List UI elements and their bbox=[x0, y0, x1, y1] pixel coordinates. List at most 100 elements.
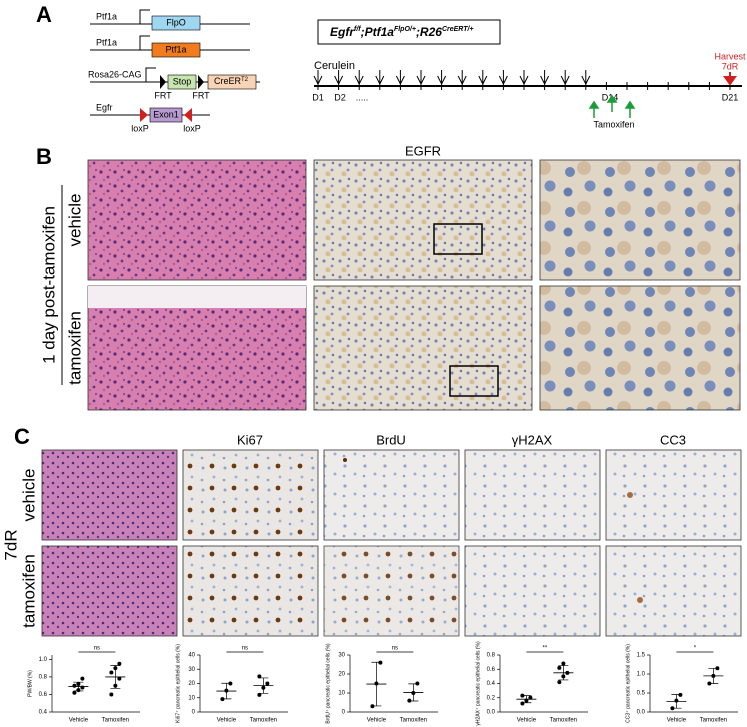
genotype-sup: FlpO/+ bbox=[394, 26, 416, 33]
exon-box bbox=[149, 107, 183, 123]
plots: 0.4 0.6 0.8 1.0 PW/BW (%) Vehicle Tamoxifen ns 0… bbox=[27, 641, 738, 726]
superscript: T2 bbox=[241, 77, 249, 83]
x-tick-label: Tamoxifen bbox=[102, 718, 129, 724]
data-point bbox=[378, 660, 383, 665]
site-label: FRT bbox=[154, 90, 172, 100]
y-axis-label: Ki67⁺ pancreatic epithelial cells (%) bbox=[175, 644, 181, 723]
data-point bbox=[117, 676, 122, 681]
tamoxifen-arrows bbox=[588, 94, 636, 118]
row-label: tamoxifen bbox=[19, 554, 38, 628]
data-point bbox=[72, 683, 77, 688]
genotype-box bbox=[317, 19, 501, 45]
data-point bbox=[109, 692, 114, 697]
cerulein-arrow bbox=[416, 70, 426, 86]
y-tick-label: 30 bbox=[188, 667, 195, 673]
y-tick-label: 0.0 bbox=[637, 710, 646, 716]
construct-box bbox=[151, 42, 201, 58]
y-tick-label: 10 bbox=[188, 695, 195, 701]
construct-box bbox=[207, 74, 257, 90]
y-axis-label: CC3⁺ pancreatic epithelial cells (%) bbox=[625, 644, 631, 723]
histology-c bbox=[41, 449, 742, 637]
x-tick-label: Tamoxifen bbox=[250, 718, 277, 724]
data-point bbox=[117, 661, 122, 666]
error-bar bbox=[521, 695, 532, 704]
y-tick-label: 0.0 bbox=[487, 710, 496, 716]
stop-box bbox=[167, 74, 197, 90]
genotype-part: Egfr bbox=[330, 25, 355, 39]
y-tick-label: 0.4 bbox=[39, 710, 48, 716]
box-label: CreER bbox=[214, 76, 242, 86]
column-title: Ki67 bbox=[237, 432, 263, 447]
x-tick-label: Vehicle bbox=[217, 718, 237, 724]
box-label: Exon1 bbox=[153, 109, 179, 119]
box-label: Stop bbox=[173, 76, 192, 86]
column-title: EGFR bbox=[405, 143, 441, 158]
error-bar bbox=[671, 694, 682, 709]
y-tick-label: 0.8 bbox=[487, 653, 496, 659]
data-point bbox=[265, 681, 270, 686]
panel-letter: B bbox=[36, 144, 52, 169]
cerulein-arrow bbox=[313, 70, 323, 86]
cerulein-arrow bbox=[375, 70, 385, 86]
x-tick-label: Tamoxifen bbox=[550, 718, 577, 724]
cerulein-arrow bbox=[437, 70, 447, 86]
significance-label: ** bbox=[543, 646, 548, 652]
cerulein-arrow bbox=[540, 70, 550, 86]
error-bar bbox=[371, 661, 382, 707]
genotype-sup: f/f bbox=[354, 26, 361, 33]
cerulein-arrow bbox=[334, 70, 344, 86]
harvest-label: Harvest bbox=[714, 51, 746, 61]
y-tick-label: 0.2 bbox=[487, 695, 496, 701]
significance-label: ns bbox=[392, 646, 398, 652]
error-bar bbox=[708, 667, 719, 684]
x-tick-label: Vehicle bbox=[367, 718, 387, 724]
data-point bbox=[72, 690, 77, 695]
y-tick-label: 0.6 bbox=[39, 692, 48, 698]
gene-label: Ptf1a bbox=[96, 37, 117, 47]
day-label: D14 bbox=[602, 92, 619, 102]
data-point bbox=[257, 692, 262, 697]
site-label: loxP bbox=[183, 123, 201, 133]
y-tick-label: 10 bbox=[338, 691, 345, 697]
y-tick-label: 20 bbox=[338, 672, 345, 678]
timeline-ticks bbox=[313, 70, 731, 90]
error-bar bbox=[558, 665, 569, 681]
y-tick-label: 0.6 bbox=[487, 667, 496, 673]
error-bar bbox=[73, 681, 84, 692]
row-label: tamoxifen bbox=[65, 311, 84, 385]
x-tick-label: Tamoxifen bbox=[400, 718, 427, 724]
data-point bbox=[528, 695, 533, 700]
error-bar bbox=[408, 683, 419, 702]
cerulein-arrow bbox=[354, 70, 364, 86]
cerulein-arrow bbox=[560, 70, 570, 86]
y-tick-label: 0 bbox=[342, 710, 346, 716]
gene-label: Egfr bbox=[96, 102, 113, 112]
tamoxifen-label: Tamoxifen bbox=[593, 119, 634, 129]
data-point bbox=[557, 680, 562, 685]
column-title: BrdU bbox=[376, 432, 406, 447]
data-point bbox=[678, 692, 683, 697]
error-bar bbox=[221, 682, 232, 700]
y-tick-label: 0.4 bbox=[487, 681, 496, 687]
genotype-sup: CreERT/+ bbox=[442, 26, 474, 33]
y-tick-label: 1.0 bbox=[637, 672, 646, 678]
row-label: vehicle bbox=[65, 194, 84, 247]
panel-letter: A bbox=[36, 2, 52, 27]
y-axis-label: BrdU⁺ pancreatic epithelial cells (%) bbox=[325, 643, 331, 724]
construct-box bbox=[151, 15, 201, 31]
genotype-part: ;R26 bbox=[416, 25, 442, 39]
cerulein-arrow bbox=[581, 70, 591, 86]
error-bar bbox=[258, 677, 269, 694]
data-point bbox=[80, 676, 85, 681]
gene-label: Ptf1a bbox=[96, 11, 117, 21]
y-tick-label: 20 bbox=[188, 681, 195, 687]
box-label: FlpO bbox=[166, 17, 186, 27]
y-tick-label: 0.8 bbox=[39, 675, 48, 681]
y-tick-label: 0 bbox=[192, 710, 196, 716]
data-point bbox=[407, 698, 412, 703]
cerulein-arrow bbox=[395, 70, 405, 86]
y-tick-label: 1.0 bbox=[39, 657, 48, 663]
data-point bbox=[370, 704, 375, 709]
data-point bbox=[80, 685, 85, 690]
x-tick-label: Vehicle bbox=[517, 718, 537, 724]
